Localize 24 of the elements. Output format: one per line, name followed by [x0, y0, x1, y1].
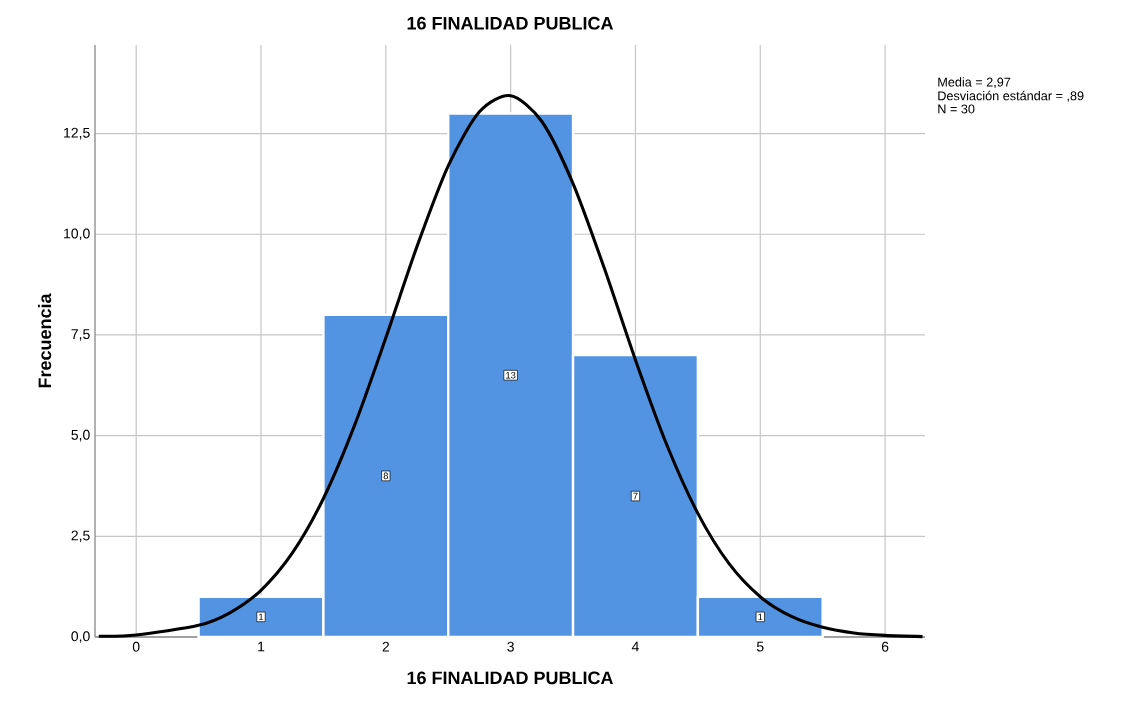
y-tick-label: 0,0 [71, 631, 90, 643]
x-tick-label: 5 [756, 641, 764, 652]
x-tick-label: 1 [258, 641, 265, 652]
data-label: 8 [383, 472, 389, 480]
y-axis-title: Frecuencia [38, 293, 52, 388]
text: N = 30 [938, 104, 975, 114]
y-tick-label: 2,5 [71, 530, 90, 543]
data-label: 1 [259, 613, 264, 621]
text: Desviación estándar = ,89 [938, 90, 1084, 102]
y-tick-label: 12,5 [64, 127, 90, 140]
data-label: 13 [506, 371, 516, 379]
x-tick-label: 6 [881, 641, 889, 652]
x-tick-label: 2 [382, 641, 389, 652]
y-tick-label: 5,0 [71, 429, 90, 442]
x-tick-label: 4 [631, 641, 639, 652]
y-tick-label: 7,5 [71, 329, 90, 341]
y-tick-label: 10,0 [64, 228, 90, 241]
x-axis-title: 16 FINALIDAD PUBLICA [407, 671, 614, 685]
text: Media = 2,97 [938, 77, 1011, 89]
x-tick-label: 3 [507, 641, 514, 652]
x-tick-label: 0 [132, 641, 140, 652]
chart-title: 16 FINALIDAD PUBLICA [407, 16, 614, 30]
data-label: 1 [758, 613, 763, 621]
data-label: 7 [633, 492, 638, 500]
